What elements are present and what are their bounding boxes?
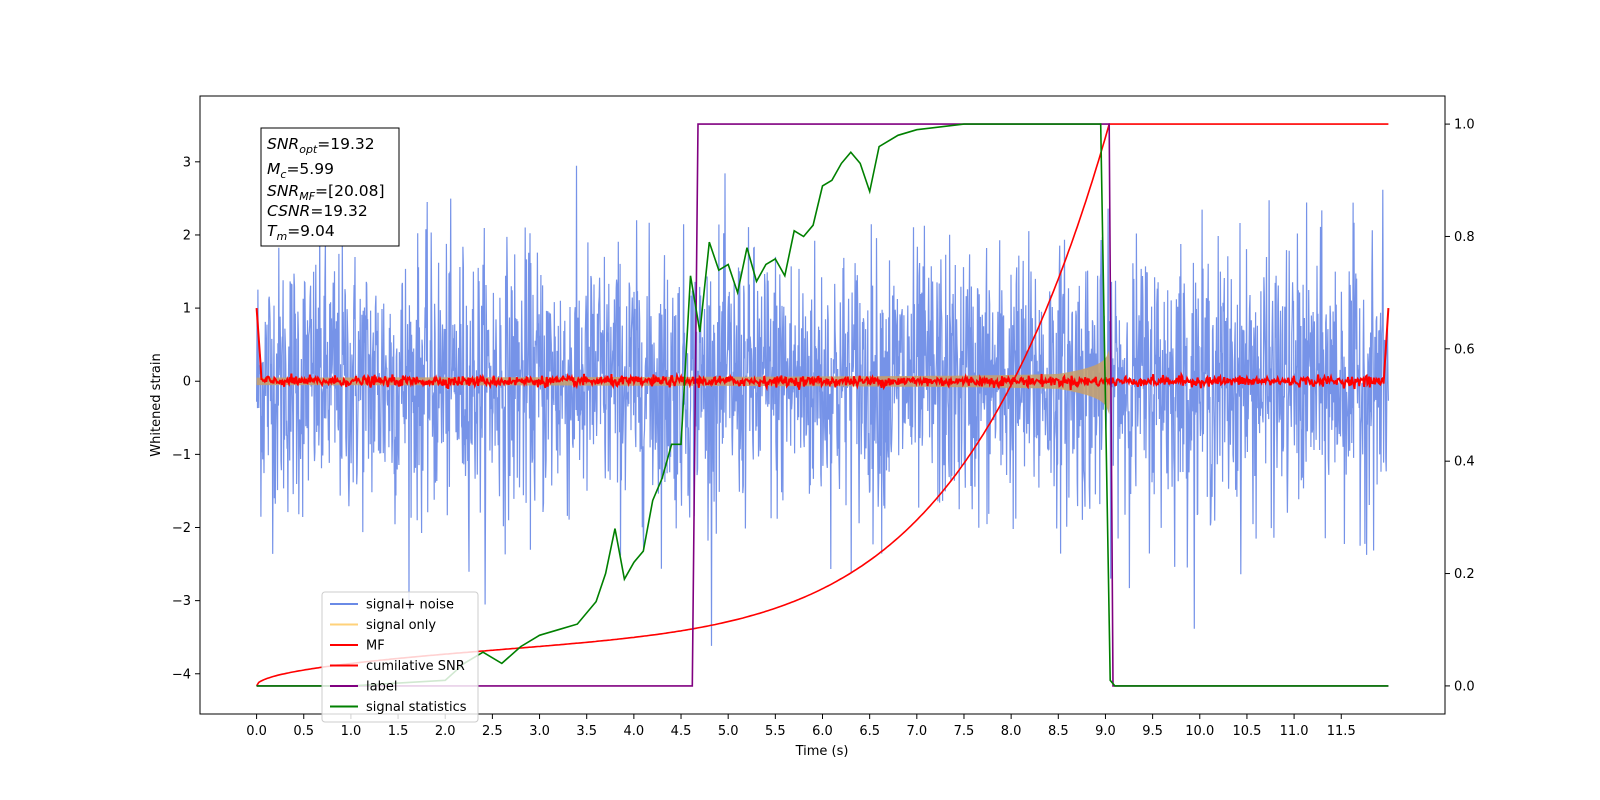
x-tick-label: 0.0: [246, 724, 267, 739]
x-tick-label: 10.0: [1185, 724, 1214, 739]
x-tick-label: 11.0: [1280, 724, 1309, 739]
mc-subscript: c: [280, 168, 286, 181]
legend-entry-label: signal only: [366, 618, 436, 633]
snr-mf-value: =[20.08]: [315, 182, 384, 200]
tm-value: =9.04: [287, 222, 335, 240]
legend-entry-label: label: [366, 680, 397, 695]
csnr-value: =19.32: [310, 202, 367, 220]
x-axis: 0.0 0.5 1.0 1.5 2.0 2.5 3.0 3.5 4.0 4.5 5.0 5.5 6.0 6…: [246, 714, 1356, 739]
mc-value: =5.99: [286, 160, 334, 178]
x-tick-label: 4.5: [671, 724, 692, 739]
y-tick-label: 0: [183, 375, 191, 390]
x-tick-label: 2.0: [435, 724, 456, 739]
y-right-tick-label: 0.2: [1454, 567, 1475, 582]
x-tick-label: 4.0: [624, 724, 645, 739]
x-tick-label: 6.0: [812, 724, 833, 739]
legend-frame: [321, 591, 479, 723]
x-tick-label: 6.5: [859, 724, 880, 739]
y-tick-label: 2: [183, 228, 191, 243]
snr-opt-subscript: opt: [299, 143, 318, 156]
annotation-csnr: CSNR=19.32: [267, 202, 368, 220]
annotation-snr-mf: SNRMF=[20.08]: [267, 182, 385, 203]
y-tick-label: 1: [183, 302, 191, 317]
mc-symbol: M: [267, 160, 280, 178]
y-right-tick-label: 1.0: [1454, 118, 1475, 133]
x-tick-label: 1.5: [388, 724, 409, 739]
y-right-tick-label: 0.0: [1454, 679, 1475, 694]
annotation-tm: Tm=9.04: [267, 222, 335, 243]
tm-subscript: m: [276, 230, 287, 243]
series-signal-noise: [256, 165, 1389, 646]
y-axis-left: 3 2 1 0 −1 −2 −3 −4: [172, 155, 200, 682]
annotation-mc: Mc=5.99: [267, 160, 334, 181]
y-tick-label: −1: [172, 448, 191, 463]
y-right-tick-label: 0.8: [1454, 230, 1475, 245]
x-tick-label: 10.5: [1232, 724, 1261, 739]
y-axis-right: 1.0 0.8 0.6 0.4 0.2 0.0: [1445, 118, 1475, 694]
x-tick-label: 3.5: [576, 724, 597, 739]
series-mf: [255, 308, 1390, 392]
y-tick-label: −2: [172, 521, 191, 536]
snr-opt-symbol: SNR: [267, 135, 299, 153]
y-tick-label: −4: [172, 667, 191, 682]
x-tick-label: 7.5: [954, 724, 975, 739]
x-tick-label: 1.0: [341, 724, 362, 739]
x-tick-label: 11.5: [1327, 724, 1356, 739]
x-axis-label: Time (s): [795, 744, 849, 759]
x-tick-label: 8.5: [1048, 724, 1069, 739]
x-tick-label: 5.5: [765, 724, 786, 739]
x-tick-label: 9.0: [1095, 724, 1116, 739]
y-tick-label: −3: [172, 594, 191, 609]
x-tick-label: 7.0: [906, 724, 927, 739]
x-tick-label: 8.0: [1001, 724, 1022, 739]
y-tick-label: 3: [183, 155, 191, 170]
series-signal-statistics: [256, 123, 1389, 687]
legend-entry-label: MF: [366, 639, 385, 654]
snr-opt-value: =19.32: [317, 135, 374, 153]
tm-symbol: T: [267, 222, 278, 240]
legend: signal+ noise signal only MF cumilative SNR…: [321, 591, 479, 723]
y-right-tick-label: 0.6: [1454, 342, 1475, 357]
annotation-frame: [260, 127, 400, 247]
csnr-symbol: CSNR: [267, 202, 310, 220]
y-axis-label: Whitened strain: [149, 353, 164, 456]
annotation-box: SNRopt=19.32 Mc=5.99 SNRMF=[20.08] CSNR=…: [260, 127, 400, 247]
y-right-tick-label: 0.4: [1454, 455, 1475, 470]
x-tick-label: 9.5: [1142, 724, 1163, 739]
x-tick-label: 5.0: [718, 724, 739, 739]
snr-mf-symbol: SNR: [267, 182, 299, 200]
legend-entry-label: cumilative SNR: [366, 659, 465, 674]
x-tick-label: 0.5: [293, 724, 314, 739]
annotation-snr-opt: SNRopt=19.32: [267, 135, 375, 156]
x-tick-label: 3.0: [529, 724, 550, 739]
snr-mf-subscript: MF: [299, 190, 315, 203]
legend-entry-label: signal+ noise: [366, 598, 454, 613]
x-tick-label: 2.5: [482, 724, 503, 739]
legend-entry-label: signal statistics: [366, 700, 467, 715]
